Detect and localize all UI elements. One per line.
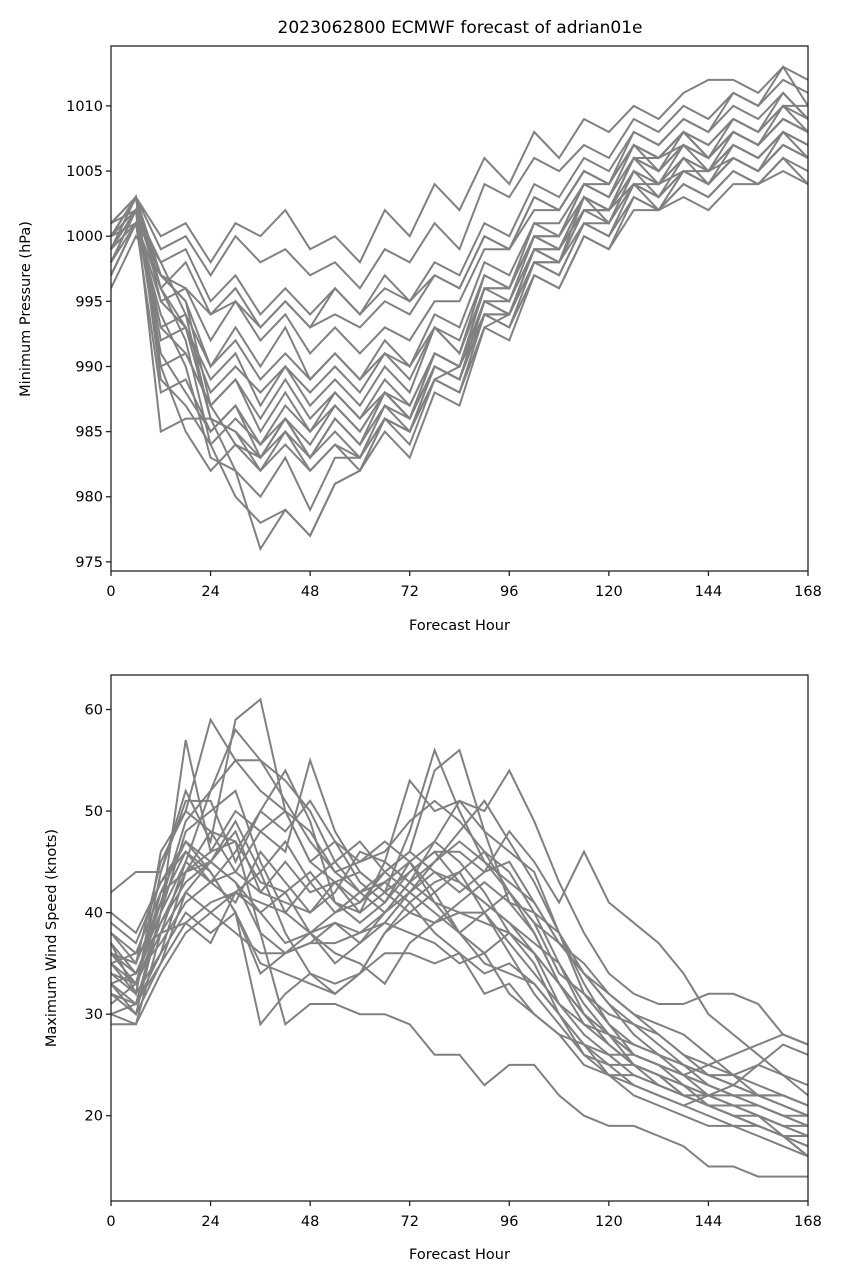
chart-title: 2023062800 ECMWF forecast of adrian01e <box>278 18 643 38</box>
wind-series-member-5 <box>110 759 809 1046</box>
wind-series-member-14 <box>110 789 809 1127</box>
pressure-y-tick-label: 1005 <box>66 164 103 180</box>
wind-axes-frame <box>110 674 809 1202</box>
wind-series-member-15 <box>110 799 809 1117</box>
pressure-y-tick-label: 975 <box>75 555 103 571</box>
wind-series-member-16 <box>110 829 809 1137</box>
pressure-x-tick-label: 144 <box>695 584 723 600</box>
wind-x-tick-label: 48 <box>301 1214 319 1230</box>
pressure-series-member-17 <box>110 169 809 460</box>
wind-y-tick-label: 40 <box>85 906 103 922</box>
pressure-y-tick-label: 990 <box>75 359 103 375</box>
pressure-y-ticks: 975 980 985 990 995 1000 1005 1010 <box>66 99 111 571</box>
wind-x-tick-label: 96 <box>500 1214 518 1230</box>
wind-x-tick-label: 72 <box>400 1214 418 1230</box>
pressure-series-member-16 <box>110 117 809 317</box>
wind-series-member-22 <box>110 849 809 1158</box>
wind-series-member-4 <box>110 727 809 1107</box>
pressure-x-tick-label: 96 <box>500 584 518 600</box>
pressure-series-member-1 <box>110 65 809 265</box>
wind-x-tick-label: 144 <box>695 1214 723 1230</box>
wind-lines <box>110 697 809 1178</box>
wind-series-member-11 <box>110 840 808 1178</box>
wind-x-tick-label: 168 <box>794 1214 822 1230</box>
pressure-series-member-2 <box>110 78 809 290</box>
pressure-panel: 0 24 48 72 96 120 144 168 975 980 985 990 995 1000 10… <box>18 45 822 634</box>
pressure-x-ticks: 0 24 48 72 96 120 144 168 <box>106 571 822 600</box>
wind-y-tick-label: 30 <box>85 1007 103 1023</box>
wind-series-member-24 <box>110 840 809 1148</box>
pressure-axes-frame <box>110 45 809 572</box>
wind-y-tick-label: 60 <box>85 703 103 719</box>
wind-series-member-21 <box>110 819 809 1107</box>
pressure-x-tick-label: 0 <box>106 584 115 600</box>
wind-x-tick-label: 0 <box>106 1214 115 1230</box>
pressure-x-axis-label: Forecast Hour <box>409 618 510 634</box>
pressure-y-tick-label: 1010 <box>66 99 103 115</box>
pressure-x-tick-label: 24 <box>201 584 219 600</box>
pressure-y-tick-label: 980 <box>75 490 103 506</box>
pressure-series-member-20 <box>110 130 809 421</box>
pressure-x-tick-label: 48 <box>301 584 319 600</box>
wind-y-axis-label: Maximum Wind Speed (knots) <box>44 829 60 1047</box>
wind-series-member-23 <box>110 850 809 1158</box>
wind-x-axis-label: Forecast Hour <box>409 1247 510 1263</box>
wind-x-tick-label: 120 <box>595 1214 623 1230</box>
pressure-x-tick-label: 72 <box>400 584 418 600</box>
wind-x-tick-label: 24 <box>201 1214 219 1230</box>
pressure-y-tick-label: 995 <box>75 294 103 310</box>
wind-panel: 0 24 48 72 96 120 144 168 20 30 40 50 60 Forecast H… <box>44 674 822 1263</box>
pressure-x-tick-label: 168 <box>794 584 822 600</box>
pressure-lines <box>110 64 809 552</box>
wind-series-member-19 <box>110 809 809 1107</box>
wind-y-tick-label: 20 <box>85 1109 103 1125</box>
pressure-y-tick-label: 985 <box>75 425 103 441</box>
wind-y-tick-label: 50 <box>85 804 103 820</box>
wind-x-ticks: 0 24 48 72 96 120 144 168 <box>106 1201 822 1230</box>
pressure-series-member-15 <box>110 91 809 330</box>
pressure-series-member-21 <box>110 104 809 382</box>
pressure-y-tick-label: 1000 <box>66 229 103 245</box>
pressure-series-member-22 <box>110 143 809 473</box>
pressure-y-axis-label: Minimum Pressure (hPa) <box>18 221 34 397</box>
pressure-x-tick-label: 120 <box>595 584 623 600</box>
wind-y-ticks: 20 30 40 50 60 <box>85 703 111 1125</box>
